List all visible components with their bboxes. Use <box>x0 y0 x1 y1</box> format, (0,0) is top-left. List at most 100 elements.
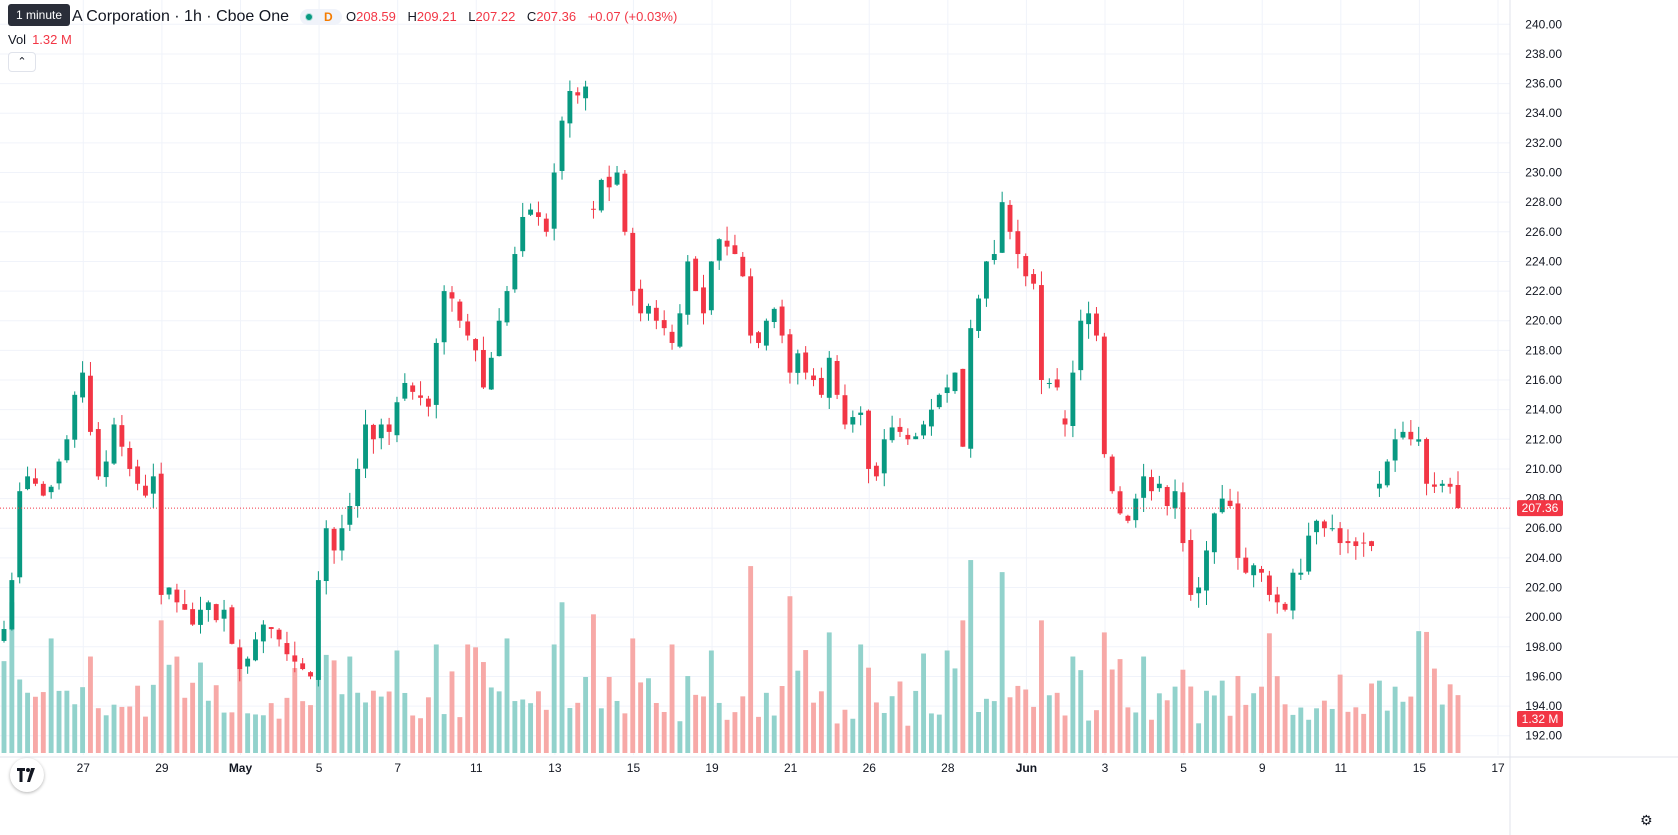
time-tick-label: 7 <box>394 761 401 775</box>
candle-body <box>536 212 541 217</box>
volume-bar <box>488 687 494 753</box>
candle-body <box>1306 535 1312 572</box>
candle-body <box>433 342 439 405</box>
time-tick-label: 29 <box>155 761 169 775</box>
price-axis[interactable]: 240.00 238.00 236.00 234.00 232.00 230.00 228.… <box>1525 17 1562 742</box>
volume-bar <box>598 708 604 753</box>
candle-body <box>1086 313 1092 325</box>
price-tick-label: 206.00 <box>1525 521 1562 535</box>
candle-body <box>339 528 345 551</box>
volume-bar <box>575 702 581 753</box>
volume-bar <box>748 566 754 753</box>
volume-bar <box>1219 680 1225 753</box>
candle-body <box>520 216 526 252</box>
volume-bar <box>591 614 596 753</box>
volume-bar <box>1039 620 1044 753</box>
volume-bar <box>1094 710 1099 753</box>
candle-body <box>897 426 903 432</box>
candle-body <box>1149 477 1154 492</box>
candle-body <box>1227 500 1233 506</box>
volume-bar <box>143 716 148 753</box>
volume-bar <box>229 712 235 753</box>
volume-bar <box>95 708 101 753</box>
time-tick-label: 13 <box>548 761 562 775</box>
volume-bar <box>1196 723 1202 753</box>
candle-body <box>1431 484 1437 487</box>
volume-bar <box>889 696 895 753</box>
candle-body <box>182 604 188 610</box>
price-tick-label: 202.00 <box>1525 581 1562 595</box>
candle-body <box>473 339 479 351</box>
volume-bar <box>567 708 573 753</box>
candle-body <box>913 436 919 440</box>
candle-body <box>1274 594 1280 603</box>
price-tick-label: 222.00 <box>1525 284 1562 298</box>
volume-bar <box>1282 704 1288 753</box>
volume-bar <box>1251 693 1257 753</box>
volume-bar <box>1400 701 1406 753</box>
volume-bar <box>174 656 180 753</box>
candle-body <box>1156 483 1162 489</box>
candle-body <box>826 357 832 398</box>
volume-bar <box>166 664 172 753</box>
volume-bar <box>724 719 730 753</box>
volume-bar <box>135 685 141 753</box>
candle-body <box>221 609 227 619</box>
volume-bar <box>952 668 958 753</box>
candle-body <box>347 506 353 525</box>
candle-body <box>465 321 471 336</box>
volume-bar <box>763 692 769 753</box>
candle-body <box>732 245 738 255</box>
volume-bar <box>25 692 31 753</box>
symbol-title[interactable]: A Corporation · 1h · Cboe One <box>72 8 290 25</box>
time-tick-label: 27 <box>77 761 91 775</box>
volume-bar <box>150 684 156 753</box>
candle-body <box>394 402 400 436</box>
candle-body <box>457 301 463 321</box>
candle-body <box>260 624 266 642</box>
volume-bar <box>457 717 463 753</box>
candle-body <box>1094 313 1099 336</box>
candle-body <box>205 602 211 610</box>
candle-body <box>661 320 667 329</box>
candle-body <box>622 173 628 232</box>
price-tick-label: 192.00 <box>1525 729 1562 743</box>
volume-bar <box>685 676 691 753</box>
volume-bar <box>1007 697 1013 753</box>
volume-bar <box>64 690 70 753</box>
volume-bar <box>323 654 329 753</box>
candle-body <box>708 261 714 311</box>
candle-body <box>1376 483 1382 489</box>
candle-body <box>1337 528 1343 544</box>
candle-body <box>591 208 596 210</box>
tradingview-logo-icon[interactable] <box>10 758 44 792</box>
candle-body <box>968 328 974 449</box>
candle-body <box>740 256 746 277</box>
volume-bar <box>1329 708 1335 753</box>
volume-bar <box>551 644 557 753</box>
candle-body <box>370 424 376 440</box>
candle-body <box>1211 513 1217 553</box>
candle-body <box>1070 372 1076 426</box>
candle-body <box>1062 418 1068 425</box>
time-tick-label: 17 <box>1491 761 1505 775</box>
price-tick-label: 204.00 <box>1525 551 1562 565</box>
candle-body <box>771 308 777 323</box>
time-axis[interactable]: 27 29 May 5 7 11 13 15 19 21 26 28 Jun 3 5 9 11 15 17 <box>77 761 1505 775</box>
candle-body <box>1 629 7 641</box>
volume-bar <box>983 698 989 753</box>
market-status-badge[interactable]: D <box>300 9 342 25</box>
candle-body <box>1007 204 1013 232</box>
candle-body <box>1439 483 1445 486</box>
volume-bar <box>1306 719 1312 753</box>
candle-body <box>276 629 282 640</box>
volume-legend[interactable]: Vol 1.32 M <box>8 32 72 47</box>
volume-bar <box>881 712 887 753</box>
collapse-legend-button[interactable]: ⌃ <box>8 52 36 72</box>
volume-bar <box>1455 695 1461 753</box>
settings-gear-icon[interactable]: ⚙ <box>1640 812 1653 828</box>
volume-bar <box>999 572 1005 753</box>
candle-body <box>677 313 683 347</box>
